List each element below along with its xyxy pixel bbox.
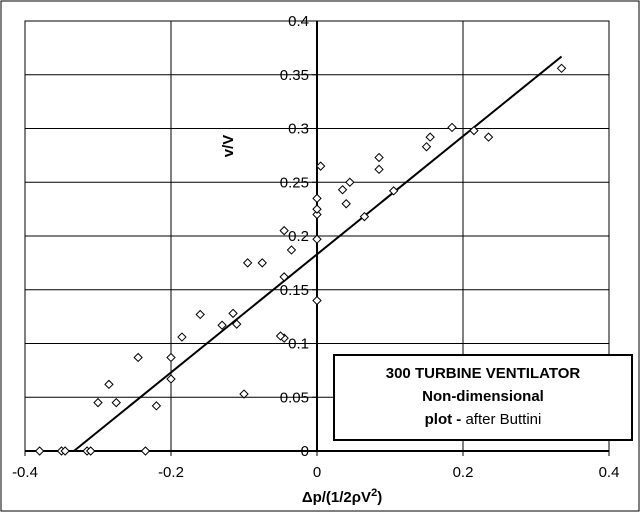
fit-line — [73, 55, 563, 452]
annotation-line-2: Non-dimensional — [422, 388, 544, 405]
y-tick-label: 0.4 — [288, 13, 309, 30]
x-axis-title-main: Δp/(1/2ρV — [302, 489, 371, 506]
data-point — [228, 308, 238, 319]
x-tick-label: -0.4 — [12, 464, 38, 481]
data-point — [374, 164, 384, 175]
y-tick-label: 0.3 — [288, 121, 309, 138]
data-point — [257, 258, 267, 268]
data-point — [279, 225, 289, 236]
scatter-points — [34, 63, 567, 456]
x-tick-label: 0.2 — [453, 464, 474, 481]
y-tick-label: 0.15 — [280, 282, 309, 299]
data-point — [421, 142, 432, 152]
data-point — [315, 161, 326, 171]
data-point — [242, 258, 253, 268]
data-point — [312, 295, 322, 306]
tick-labels: 0 0.05 0.1 0.15 0.2 0.25 0.3 0.35 0.4 -0.4 -0.2 0 0.… — [12, 13, 619, 481]
data-point — [151, 401, 162, 411]
y-tick-label: 0 — [301, 443, 309, 460]
data-point — [374, 152, 384, 163]
data-point — [93, 397, 103, 408]
annotation-line-1: 300 TURBINE VENTILATOR — [386, 365, 581, 382]
data-point — [312, 234, 322, 244]
data-point — [85, 446, 96, 456]
data-point — [312, 193, 322, 204]
y-tick-label: 0.2 — [288, 228, 309, 245]
annotation-box: 300 TURBINE VENTILATOR Non-dimensional p… — [333, 354, 633, 441]
data-point — [312, 204, 322, 214]
data-point — [286, 245, 297, 255]
data-point — [166, 352, 176, 363]
y-axis-title: v/V — [220, 135, 237, 158]
y-tick-label: 0.35 — [280, 67, 309, 84]
x-tick-label: 0 — [313, 464, 321, 481]
annotation-frame — [333, 354, 633, 441]
data-point — [359, 211, 370, 222]
data-point — [231, 319, 242, 329]
data-point — [60, 446, 70, 456]
data-point — [140, 446, 151, 456]
annotation-line-3: plot - after Buttini — [425, 411, 542, 428]
data-point — [425, 132, 435, 142]
data-point — [104, 379, 114, 390]
data-point — [483, 132, 494, 142]
y-tick-label: 0.1 — [288, 336, 309, 353]
x-axis-title-superscript: 2 — [371, 487, 377, 499]
x-axis-title-tail: ) — [377, 489, 382, 506]
data-point — [177, 332, 187, 342]
data-point — [469, 125, 479, 136]
data-point — [312, 209, 322, 220]
data-point — [195, 309, 205, 320]
data-point — [217, 320, 227, 330]
annotation-line-3-rest: after Buttini — [465, 411, 541, 428]
x-tick-label: 0.4 — [599, 464, 620, 481]
data-point — [166, 374, 176, 384]
data-point — [345, 177, 355, 187]
data-point — [34, 446, 45, 456]
y-tick-label: 0.05 — [280, 389, 309, 406]
data-point — [239, 389, 249, 399]
data-point — [341, 199, 351, 209]
annotation-line-3-bold: plot - — [425, 411, 466, 428]
data-point — [447, 122, 457, 133]
x-axis-title: Δp/(1/2ρV2) — [302, 487, 382, 506]
data-point — [337, 185, 348, 195]
data-point — [556, 63, 567, 74]
data-point — [133, 352, 143, 363]
data-point — [275, 331, 286, 341]
x-tick-label: -0.2 — [158, 464, 184, 481]
y-tick-label: 0.25 — [280, 174, 309, 191]
data-point — [388, 186, 399, 196]
fit-line-layer — [73, 55, 563, 452]
data-point — [111, 397, 121, 408]
data-point — [279, 272, 289, 282]
